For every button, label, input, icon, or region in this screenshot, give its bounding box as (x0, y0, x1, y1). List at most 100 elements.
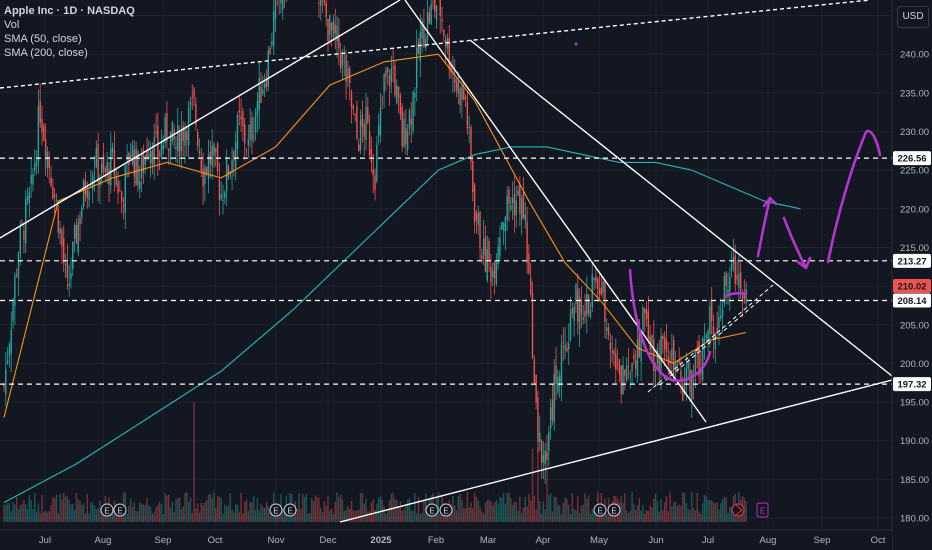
candle-body-386 (701, 338, 704, 380)
volume-bar-124 (227, 505, 230, 522)
dividend-marker-icon (735, 504, 743, 516)
sma50-line (3, 53, 747, 418)
volume-bar-162 (296, 508, 298, 522)
candle-body-393 (714, 332, 717, 349)
candle-body-282 (513, 193, 516, 216)
volume-bar-205 (374, 509, 376, 522)
candle-body-179 (327, 18, 329, 41)
candle-body-378 (687, 362, 689, 369)
candle-body-33 (63, 238, 65, 263)
candle-body-136 (249, 123, 251, 139)
volume-bar-27 (52, 497, 54, 522)
legend-sma200[interactable]: SMA (200, close) (4, 47, 88, 59)
candle-body-80 (148, 154, 150, 159)
volume-bar-78 (144, 504, 146, 522)
candle-body-334 (607, 327, 610, 336)
candle-body-111 (204, 167, 206, 184)
volume-bar-90 (166, 495, 168, 522)
volume-bar-85 (157, 504, 159, 522)
candle-body-268 (488, 241, 490, 261)
volume-bar-295 (537, 446, 539, 522)
price-axis[interactable] (892, 0, 932, 550)
volume-bar-291 (530, 500, 532, 522)
candle-body-323 (587, 294, 590, 314)
channel-lower-line (0, 0, 401, 239)
volume-bar-145 (265, 502, 268, 522)
candle-body-387 (703, 338, 706, 342)
candle-body-154 (282, 0, 284, 10)
candle-body-14 (28, 191, 31, 203)
volume-bar-141 (258, 510, 260, 522)
time-axis[interactable] (0, 530, 892, 550)
volume-bar-96 (177, 498, 179, 522)
candle-body-120 (220, 194, 222, 200)
candle-body-262 (477, 213, 479, 225)
candle-body-246 (448, 37, 450, 70)
symbol-title[interactable]: Apple Inc · 1D · NASDAQ (4, 5, 135, 17)
volume-bar-23 (44, 510, 47, 522)
legend-volume[interactable]: Vol (4, 19, 20, 31)
price-tick-11: 190.00 (900, 436, 929, 447)
volume-bar-165 (301, 493, 304, 522)
volume-bar-163 (298, 493, 300, 522)
volume-bar-324 (589, 513, 592, 522)
volume-bar-265 (482, 513, 485, 522)
candle-body-392 (712, 326, 715, 340)
candle-body-101 (186, 131, 188, 140)
volume-bar-346 (629, 511, 631, 522)
volume-bar-229 (417, 497, 420, 522)
candle-body-146 (267, 50, 269, 87)
volume-bar-171 (312, 500, 315, 522)
volume-bar-51 (95, 509, 98, 522)
price-tick-4: 225.00 (900, 166, 929, 177)
volume-bar-314 (571, 493, 574, 522)
volume-bar-299 (544, 509, 546, 522)
candle-body-135 (247, 138, 250, 146)
volume-bar-341 (620, 496, 622, 522)
candle-body-62 (115, 176, 117, 185)
candle-body-181 (330, 22, 333, 31)
volume-bar-226 (412, 510, 414, 522)
candle-body-99 (182, 126, 184, 141)
candle-body-9 (19, 224, 21, 254)
volume-bar-168 (307, 513, 309, 522)
candle-body-144 (263, 83, 266, 88)
volume-bar-259 (472, 507, 474, 522)
volume-bar-297 (540, 513, 543, 522)
currency-button[interactable]: USD (897, 6, 929, 28)
volume-bar-386 (701, 503, 704, 522)
volume-bar-223 (406, 499, 409, 522)
volume-bar-301 (548, 494, 550, 522)
candle-body-394 (716, 328, 718, 334)
volume-bar-294 (535, 509, 537, 522)
volume-bar-100 (184, 493, 186, 522)
volume-bar-38 (72, 503, 74, 522)
volume-bar-167 (305, 494, 307, 522)
volume-bar-410 (745, 500, 747, 522)
candle-body-312 (568, 342, 570, 349)
candle-body-379 (689, 369, 691, 392)
candle-body-127 (233, 151, 235, 161)
candle-body-188 (343, 60, 345, 62)
volume-bar-53 (99, 500, 101, 522)
candle-body-295 (537, 397, 539, 442)
candle-body-130 (238, 110, 240, 113)
price-tick-3: 230.00 (900, 127, 929, 138)
candle-body-103 (189, 102, 192, 107)
candle-body-241 (439, 0, 441, 16)
candle-body-5 (12, 301, 14, 321)
candle-body-247 (450, 63, 452, 72)
candle-body-121 (222, 200, 224, 202)
candle-body-266 (484, 236, 487, 272)
candle-body-244 (444, 39, 447, 47)
volume-bar-9 (19, 505, 21, 522)
volume-bar-115 (211, 498, 213, 522)
candle-body-338 (615, 353, 617, 369)
legend-sma50[interactable]: SMA (50, close) (4, 33, 82, 45)
volume-bar-306 (557, 504, 559, 522)
candle-body-226 (412, 91, 414, 131)
volume-bar-178 (325, 505, 327, 522)
candle-body-42 (79, 217, 81, 224)
volume-bar-293 (533, 495, 536, 522)
